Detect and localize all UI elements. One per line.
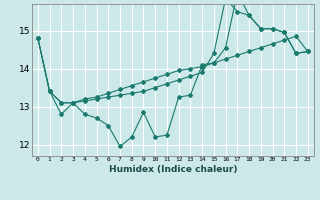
X-axis label: Humidex (Indice chaleur): Humidex (Indice chaleur) [108, 165, 237, 174]
